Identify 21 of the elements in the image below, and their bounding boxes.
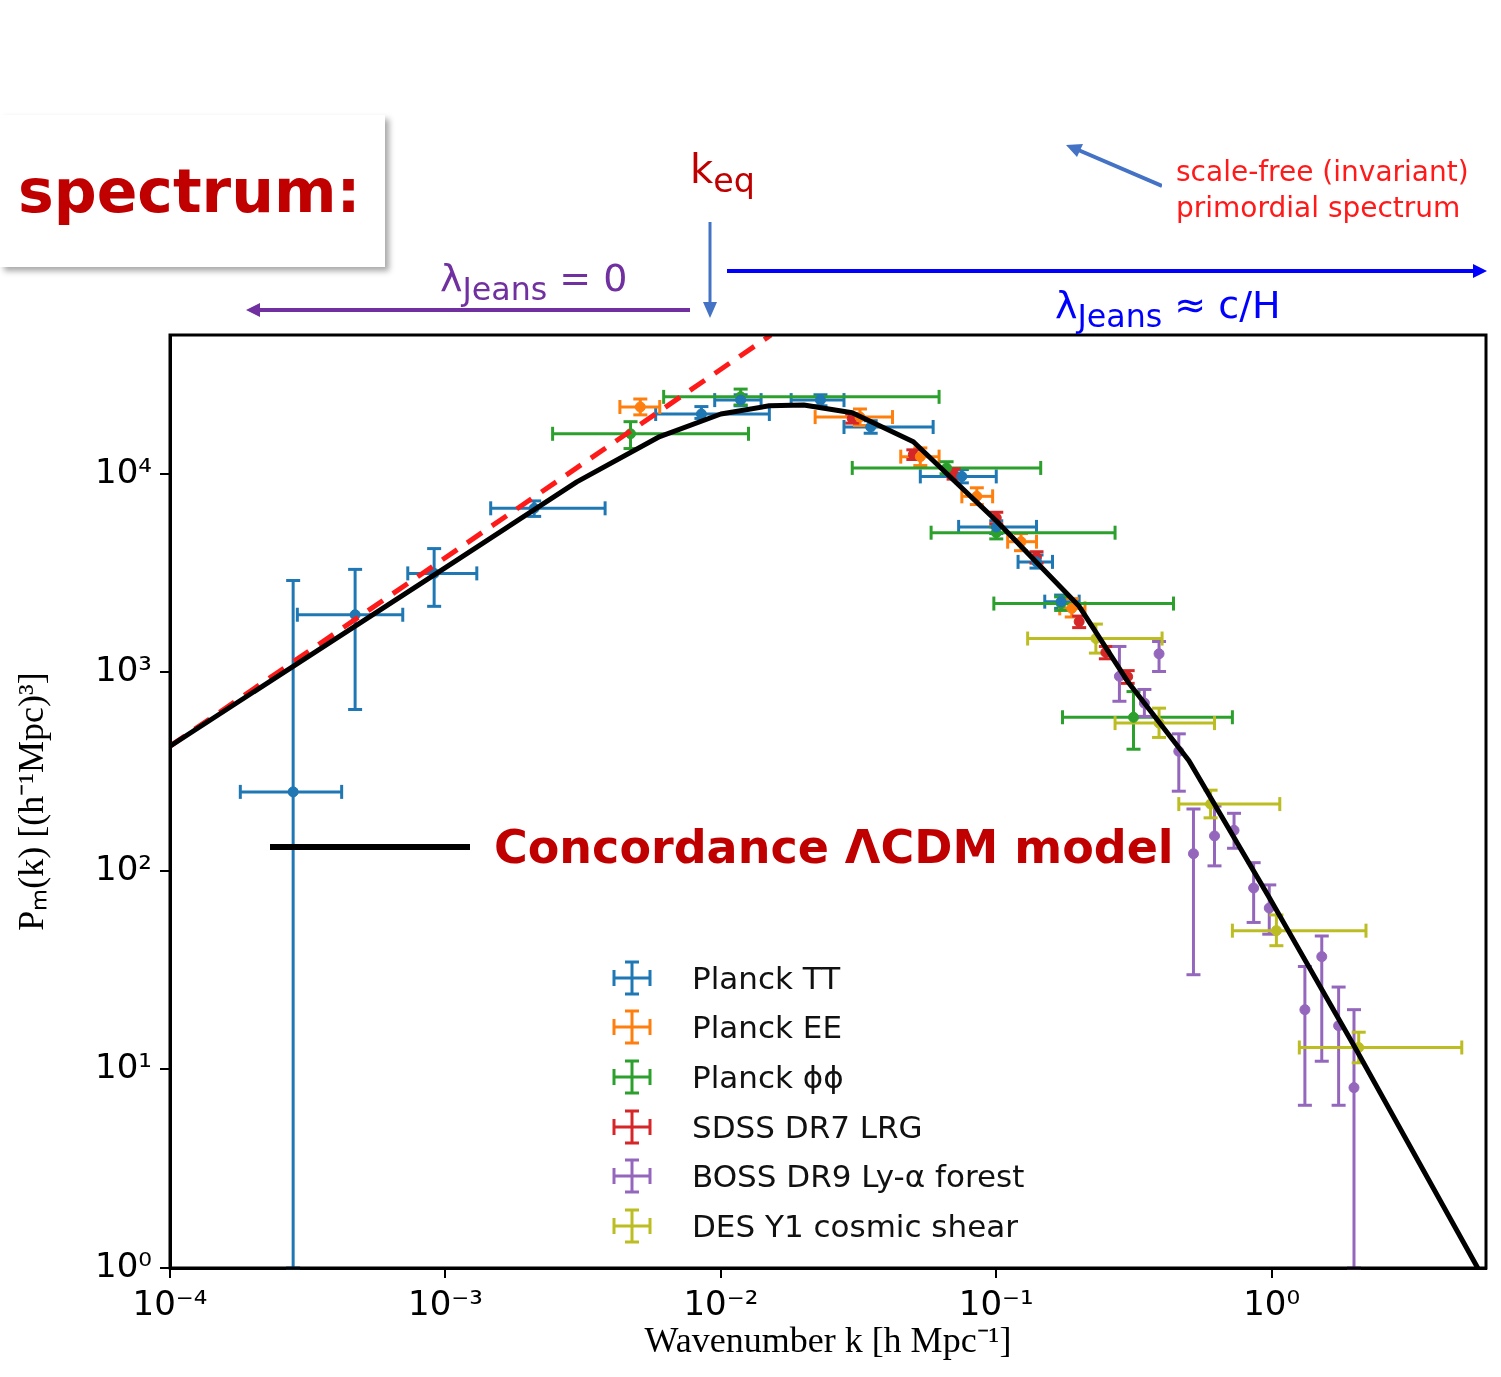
legend-label: Planck ϕϕ [692, 1058, 844, 1095]
text: scale-free (invariant) primordial spectrum [1176, 154, 1470, 226]
y-tick-label: 10⁴ [95, 450, 152, 491]
text: k$_{eq}$ [690, 146, 755, 200]
x-tick-label: 10⁻³ [408, 1283, 483, 1324]
x-tick-label: 10⁰ [1243, 1283, 1301, 1324]
x-tick-label: 10⁻⁴ [132, 1283, 208, 1324]
y-axis-title: Pₘ(k) [(h⁻¹Mpc)³] [11, 672, 52, 931]
legend-label: SDSS DR7 LRG [692, 1108, 923, 1145]
legend-label: BOSS DR9 Ly-α forest [692, 1158, 1025, 1195]
text: λ$_{Jeans}$ ≈ c/H [1055, 283, 1281, 334]
legend-label: Planck EE [692, 1009, 842, 1046]
text: λ$_{Jeans}$ = 0 [440, 256, 628, 307]
y-tick-label: 10² [95, 847, 152, 888]
y-tick-label: 10³ [95, 649, 152, 690]
legend-label: DES Y1 cosmic shear [692, 1207, 1018, 1244]
y-tick-label: 10⁰ [95, 1244, 152, 1285]
legend-label: Planck TT [692, 959, 841, 996]
legend-label: Concordance ΛCDM model [494, 820, 1174, 874]
y-tick-label: 10¹ [95, 1046, 152, 1087]
chart-title: spectrum: [18, 156, 361, 226]
